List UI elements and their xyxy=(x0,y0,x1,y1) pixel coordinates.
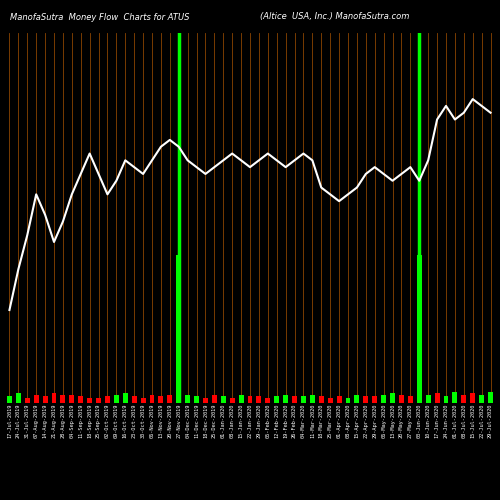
Bar xyxy=(248,396,252,402)
Bar xyxy=(7,396,12,402)
Bar xyxy=(381,394,386,402)
Bar xyxy=(266,398,270,402)
Bar xyxy=(16,393,21,402)
Bar xyxy=(301,396,306,402)
Bar xyxy=(354,394,360,402)
Bar xyxy=(479,394,484,402)
Bar xyxy=(408,396,413,402)
Bar xyxy=(132,396,136,402)
Bar xyxy=(238,394,244,402)
Bar xyxy=(364,396,368,402)
Bar xyxy=(203,398,208,402)
Bar xyxy=(185,394,190,402)
Text: (Altice  USA, Inc.) ManofaSutra.com: (Altice USA, Inc.) ManofaSutra.com xyxy=(260,12,410,22)
Bar xyxy=(346,398,350,402)
Bar xyxy=(328,398,332,402)
Bar xyxy=(25,398,29,402)
Bar xyxy=(462,394,466,402)
Bar xyxy=(221,396,226,402)
Bar xyxy=(158,396,164,402)
Bar xyxy=(96,398,101,402)
Bar xyxy=(176,254,181,402)
Bar xyxy=(399,394,404,402)
Bar xyxy=(78,396,83,402)
Bar xyxy=(444,396,448,402)
Bar xyxy=(230,398,234,402)
Bar xyxy=(168,394,172,402)
Bar xyxy=(34,394,38,402)
Bar xyxy=(70,394,74,402)
Bar xyxy=(390,393,395,402)
Bar xyxy=(434,393,440,402)
Bar xyxy=(60,394,66,402)
Bar xyxy=(114,394,119,402)
Bar xyxy=(417,254,422,402)
Bar xyxy=(426,394,430,402)
Bar xyxy=(372,396,377,402)
Bar xyxy=(87,398,92,402)
Text: ManofaSutra  Money Flow  Charts for ATUS: ManofaSutra Money Flow Charts for ATUS xyxy=(10,12,190,22)
Bar xyxy=(52,393,57,402)
Bar xyxy=(319,396,324,402)
Bar xyxy=(123,393,128,402)
Bar xyxy=(336,396,342,402)
Bar xyxy=(292,396,297,402)
Bar xyxy=(212,394,217,402)
Bar xyxy=(452,392,458,402)
Bar xyxy=(150,394,154,402)
Bar xyxy=(194,396,199,402)
Bar xyxy=(283,394,288,402)
Bar xyxy=(470,393,475,402)
Bar xyxy=(488,392,493,402)
Bar xyxy=(274,396,279,402)
Bar xyxy=(105,396,110,402)
Bar xyxy=(42,396,48,402)
Bar xyxy=(140,398,145,402)
Bar xyxy=(256,396,262,402)
Bar xyxy=(310,394,315,402)
